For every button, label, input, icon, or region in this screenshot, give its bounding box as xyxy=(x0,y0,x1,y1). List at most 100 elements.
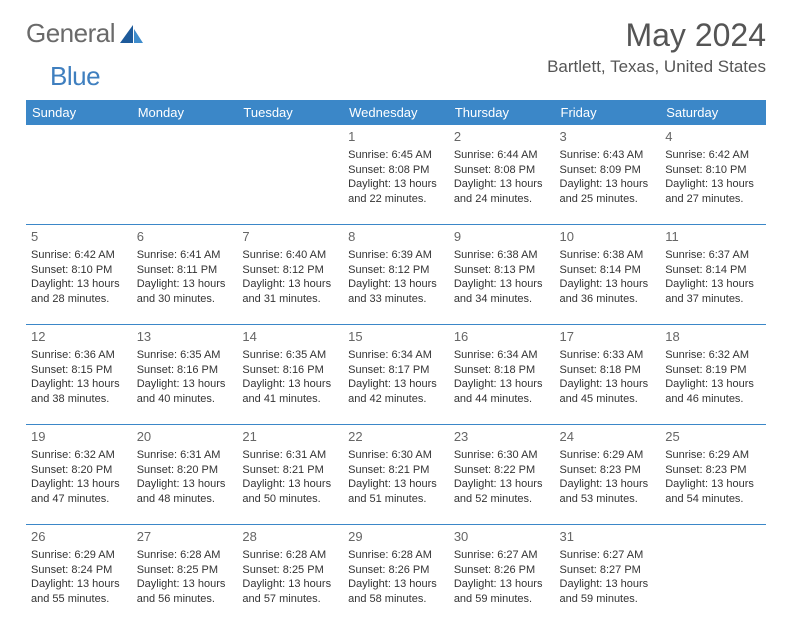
day-info-line: Daylight: 13 hours xyxy=(454,477,550,492)
day-info-line: Sunset: 8:13 PM xyxy=(454,263,550,278)
day-number: 10 xyxy=(560,228,656,246)
day-info-line: Sunset: 8:12 PM xyxy=(242,263,338,278)
day-info-line: Sunrise: 6:38 AM xyxy=(560,248,656,263)
day-info-line: and 28 minutes. xyxy=(31,292,127,307)
calendar-day-cell: 22Sunrise: 6:30 AMSunset: 8:21 PMDayligh… xyxy=(343,425,449,525)
day-number: 25 xyxy=(665,428,761,446)
day-number: 19 xyxy=(31,428,127,446)
calendar-day-cell: 20Sunrise: 6:31 AMSunset: 8:20 PMDayligh… xyxy=(132,425,238,525)
calendar-week-row: 5Sunrise: 6:42 AMSunset: 8:10 PMDaylight… xyxy=(26,225,766,325)
day-info-line: Sunrise: 6:32 AM xyxy=(31,448,127,463)
day-info-line: Daylight: 13 hours xyxy=(137,477,233,492)
day-info-line: Daylight: 13 hours xyxy=(348,177,444,192)
day-number: 7 xyxy=(242,228,338,246)
day-info-line: Sunrise: 6:29 AM xyxy=(560,448,656,463)
day-info-line: Daylight: 13 hours xyxy=(665,377,761,392)
day-info-line: and 25 minutes. xyxy=(560,192,656,207)
day-number: 31 xyxy=(560,528,656,546)
calendar-day-cell: 30Sunrise: 6:27 AMSunset: 8:26 PMDayligh… xyxy=(449,525,555,624)
calendar-day-cell: 4Sunrise: 6:42 AMSunset: 8:10 PMDaylight… xyxy=(660,125,766,225)
calendar-empty-cell xyxy=(132,125,238,225)
day-number: 2 xyxy=(454,128,550,146)
day-info-line: Sunrise: 6:44 AM xyxy=(454,148,550,163)
day-info-line: Sunset: 8:23 PM xyxy=(665,463,761,478)
day-info-line: Sunset: 8:12 PM xyxy=(348,263,444,278)
day-info-line: and 48 minutes. xyxy=(137,492,233,507)
logo: General xyxy=(26,18,141,49)
month-title: May 2024 xyxy=(547,18,766,53)
weekday-header: Saturday xyxy=(660,100,766,125)
day-info-line: Sunset: 8:22 PM xyxy=(454,463,550,478)
calendar-day-cell: 27Sunrise: 6:28 AMSunset: 8:25 PMDayligh… xyxy=(132,525,238,624)
day-info-line: and 59 minutes. xyxy=(454,592,550,607)
day-number: 24 xyxy=(560,428,656,446)
calendar-empty-cell xyxy=(26,125,132,225)
day-number: 27 xyxy=(137,528,233,546)
day-info-line: Sunrise: 6:35 AM xyxy=(137,348,233,363)
calendar-day-cell: 5Sunrise: 6:42 AMSunset: 8:10 PMDaylight… xyxy=(26,225,132,325)
day-info-line: and 58 minutes. xyxy=(348,592,444,607)
day-info-line: Sunset: 8:21 PM xyxy=(242,463,338,478)
day-number: 28 xyxy=(242,528,338,546)
day-info-line: Sunset: 8:18 PM xyxy=(560,363,656,378)
day-info-line: Daylight: 13 hours xyxy=(31,577,127,592)
day-info-line: Sunset: 8:14 PM xyxy=(560,263,656,278)
day-info-line: Sunset: 8:26 PM xyxy=(454,563,550,578)
calendar-day-cell: 26Sunrise: 6:29 AMSunset: 8:24 PMDayligh… xyxy=(26,525,132,624)
day-info-line: Sunrise: 6:37 AM xyxy=(665,248,761,263)
day-number: 8 xyxy=(348,228,444,246)
weekday-header: Sunday xyxy=(26,100,132,125)
calendar-day-cell: 16Sunrise: 6:34 AMSunset: 8:18 PMDayligh… xyxy=(449,325,555,425)
day-info-line: Sunset: 8:25 PM xyxy=(137,563,233,578)
calendar-day-cell: 14Sunrise: 6:35 AMSunset: 8:16 PMDayligh… xyxy=(237,325,343,425)
title-block: May 2024 Bartlett, Texas, United States xyxy=(547,18,766,77)
day-info-line: Sunrise: 6:34 AM xyxy=(454,348,550,363)
day-info-line: Daylight: 13 hours xyxy=(560,577,656,592)
day-info-line: Sunrise: 6:35 AM xyxy=(242,348,338,363)
day-info-line: Sunset: 8:17 PM xyxy=(348,363,444,378)
calendar-week-row: 19Sunrise: 6:32 AMSunset: 8:20 PMDayligh… xyxy=(26,425,766,525)
calendar-day-cell: 18Sunrise: 6:32 AMSunset: 8:19 PMDayligh… xyxy=(660,325,766,425)
day-info-line: and 54 minutes. xyxy=(665,492,761,507)
day-info-line: and 57 minutes. xyxy=(242,592,338,607)
day-info-line: Sunrise: 6:29 AM xyxy=(31,548,127,563)
day-info-line: Daylight: 13 hours xyxy=(137,377,233,392)
calendar-day-cell: 1Sunrise: 6:45 AMSunset: 8:08 PMDaylight… xyxy=(343,125,449,225)
weekday-header: Tuesday xyxy=(237,100,343,125)
calendar-day-cell: 25Sunrise: 6:29 AMSunset: 8:23 PMDayligh… xyxy=(660,425,766,525)
day-info-line: Sunrise: 6:34 AM xyxy=(348,348,444,363)
calendar-week-row: 26Sunrise: 6:29 AMSunset: 8:24 PMDayligh… xyxy=(26,525,766,624)
day-info-line: Sunrise: 6:28 AM xyxy=(348,548,444,563)
calendar-day-cell: 6Sunrise: 6:41 AMSunset: 8:11 PMDaylight… xyxy=(132,225,238,325)
day-info-line: Sunrise: 6:33 AM xyxy=(560,348,656,363)
day-info-line: Sunrise: 6:40 AM xyxy=(242,248,338,263)
weekday-header: Thursday xyxy=(449,100,555,125)
calendar-day-cell: 21Sunrise: 6:31 AMSunset: 8:21 PMDayligh… xyxy=(237,425,343,525)
day-info-line: Daylight: 13 hours xyxy=(348,277,444,292)
day-number: 30 xyxy=(454,528,550,546)
day-info-line: Daylight: 13 hours xyxy=(348,477,444,492)
day-info-line: and 59 minutes. xyxy=(560,592,656,607)
day-info-line: Sunset: 8:24 PM xyxy=(31,563,127,578)
day-info-line: Daylight: 13 hours xyxy=(31,277,127,292)
day-info-line: Daylight: 13 hours xyxy=(454,177,550,192)
day-info-line: Sunset: 8:23 PM xyxy=(560,463,656,478)
day-info-line: Daylight: 13 hours xyxy=(31,477,127,492)
calendar-day-cell: 28Sunrise: 6:28 AMSunset: 8:25 PMDayligh… xyxy=(237,525,343,624)
day-info-line: and 38 minutes. xyxy=(31,392,127,407)
calendar-day-cell: 13Sunrise: 6:35 AMSunset: 8:16 PMDayligh… xyxy=(132,325,238,425)
day-info-line: Sunset: 8:26 PM xyxy=(348,563,444,578)
day-info-line: Daylight: 13 hours xyxy=(137,277,233,292)
calendar-day-cell: 2Sunrise: 6:44 AMSunset: 8:08 PMDaylight… xyxy=(449,125,555,225)
calendar-table: SundayMondayTuesdayWednesdayThursdayFrid… xyxy=(26,100,766,624)
day-info-line: Sunset: 8:21 PM xyxy=(348,463,444,478)
day-info-line: and 46 minutes. xyxy=(665,392,761,407)
day-info-line: and 40 minutes. xyxy=(137,392,233,407)
day-info-line: Sunset: 8:18 PM xyxy=(454,363,550,378)
calendar-page: General May 2024 Bartlett, Texas, United… xyxy=(0,0,792,624)
day-number: 6 xyxy=(137,228,233,246)
day-info-line: Sunrise: 6:27 AM xyxy=(560,548,656,563)
weekday-header: Monday xyxy=(132,100,238,125)
logo-text-1: General xyxy=(26,18,115,49)
day-info-line: and 56 minutes. xyxy=(137,592,233,607)
